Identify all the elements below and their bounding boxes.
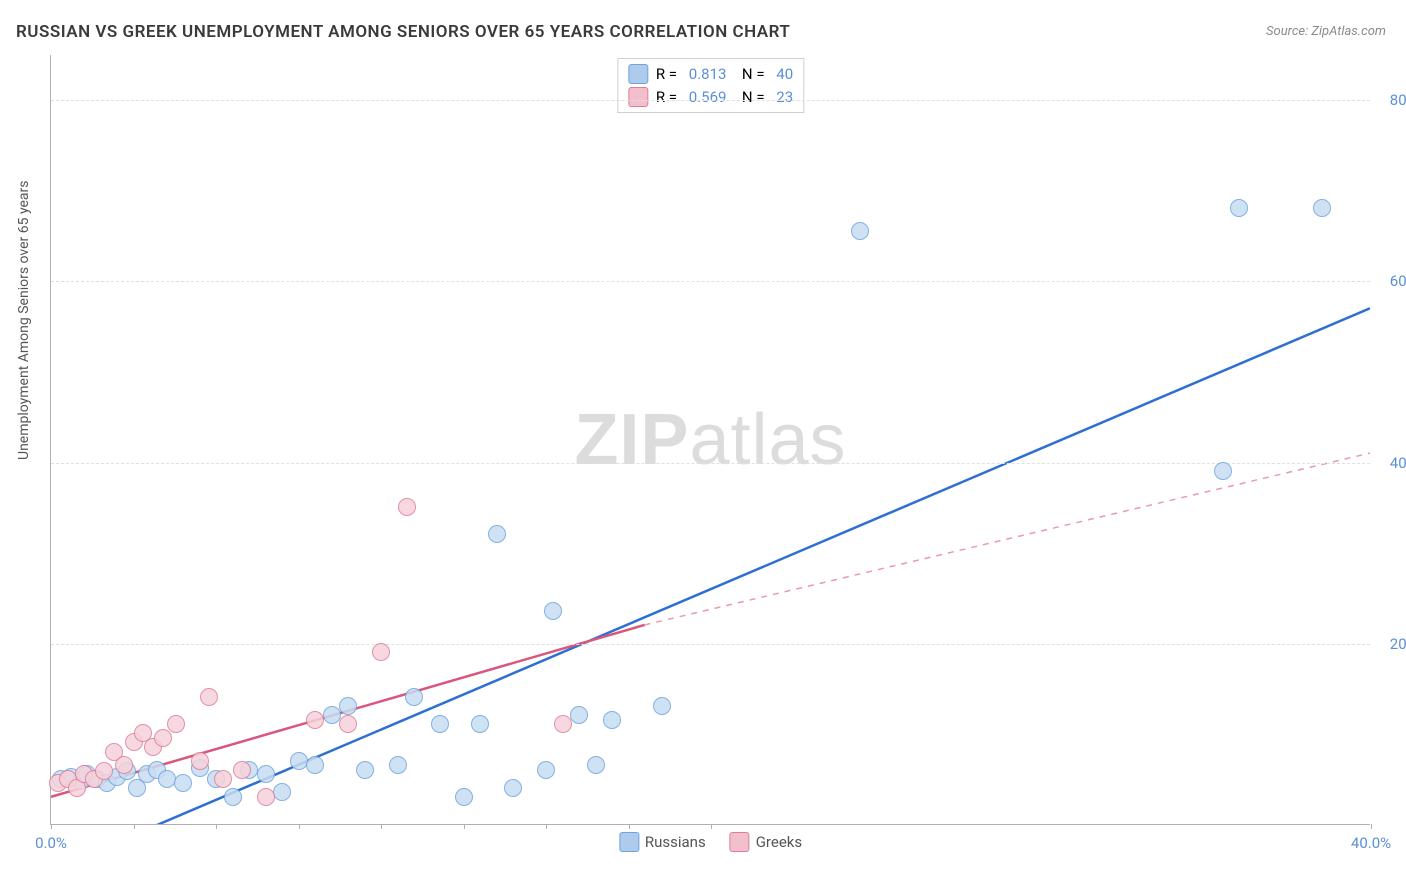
r-label: R = <box>656 63 681 86</box>
data-point-russians <box>158 770 176 788</box>
gridline-horizontal <box>51 281 1370 282</box>
source-label: Source: ZipAtlas.com <box>1266 24 1386 39</box>
data-point-russians <box>290 752 308 770</box>
plot-area: ZIPatlas R = 0.813 N = 40R = 0.569 N = 2… <box>50 55 1370 825</box>
r-value: 0.569 <box>689 86 727 109</box>
n-label: N = <box>734 63 768 86</box>
series-legend: Russians Greeks <box>619 832 802 852</box>
n-value: 23 <box>776 86 793 109</box>
x-tick <box>381 824 382 829</box>
watermark: ZIPatlas <box>574 399 846 481</box>
data-point-russians <box>1230 199 1248 217</box>
data-point-greeks <box>339 715 357 733</box>
data-point-greeks <box>306 711 324 729</box>
data-point-greeks <box>115 756 133 774</box>
data-point-russians <box>587 756 605 774</box>
data-point-russians <box>174 774 192 792</box>
data-point-russians <box>455 788 473 806</box>
legend-swatch-russians <box>619 832 639 852</box>
data-point-russians <box>257 765 275 783</box>
legend-label: Greeks <box>756 833 802 851</box>
data-point-greeks <box>257 788 275 806</box>
y-tick-label: 60.0% <box>1390 272 1406 290</box>
data-point-greeks <box>167 715 185 733</box>
x-tick <box>51 824 52 829</box>
data-point-greeks <box>233 761 251 779</box>
x-tick <box>464 824 465 829</box>
x-tick <box>299 824 300 829</box>
data-point-russians <box>1313 199 1331 217</box>
data-point-greeks <box>191 752 209 770</box>
data-point-russians <box>603 711 621 729</box>
swatch-greeks <box>628 87 648 107</box>
trend-line-russians <box>117 308 1370 824</box>
x-tick <box>1371 824 1372 829</box>
data-point-russians <box>306 756 324 774</box>
data-point-russians <box>488 525 506 543</box>
data-point-russians <box>544 602 562 620</box>
stats-row-russians: R = 0.813 N = 40 <box>628 63 793 86</box>
legend-item-russians: Russians <box>619 832 706 852</box>
data-point-russians <box>389 756 407 774</box>
x-tick <box>546 824 547 829</box>
data-point-greeks <box>554 715 572 733</box>
data-point-russians <box>1214 462 1232 480</box>
y-axis-label: Unemployment Among Seniors over 65 years <box>16 181 32 461</box>
trend-lines <box>51 55 1370 824</box>
data-point-russians <box>405 688 423 706</box>
data-point-russians <box>273 783 291 801</box>
legend-swatch-greeks <box>730 832 750 852</box>
n-label: N = <box>734 86 768 109</box>
x-tick <box>134 824 135 829</box>
data-point-greeks <box>200 688 218 706</box>
data-point-greeks <box>214 770 232 788</box>
x-tick-label: 0.0% <box>35 834 67 852</box>
gridline-horizontal <box>51 100 1370 101</box>
data-point-greeks <box>154 729 172 747</box>
data-point-russians <box>570 706 588 724</box>
gridline-horizontal <box>51 463 1370 464</box>
data-point-russians <box>224 788 242 806</box>
r-value: 0.813 <box>689 63 727 86</box>
y-tick-label: 20.0% <box>1390 635 1406 653</box>
legend-label: Russians <box>645 833 706 851</box>
r-label: R = <box>656 86 681 109</box>
x-tick <box>711 824 712 829</box>
n-value: 40 <box>776 63 793 86</box>
data-point-russians <box>537 761 555 779</box>
y-tick-label: 40.0% <box>1390 454 1406 472</box>
stats-legend: R = 0.813 N = 40R = 0.569 N = 23 <box>617 58 804 113</box>
data-point-russians <box>339 697 357 715</box>
x-tick <box>216 824 217 829</box>
x-tick <box>629 824 630 829</box>
data-point-greeks <box>95 762 113 780</box>
data-point-russians <box>356 761 374 779</box>
data-point-greeks <box>398 498 416 516</box>
data-point-greeks <box>372 643 390 661</box>
legend-item-greeks: Greeks <box>730 832 802 852</box>
stats-row-greeks: R = 0.569 N = 23 <box>628 86 793 109</box>
data-point-russians <box>431 715 449 733</box>
data-point-russians <box>851 222 869 240</box>
x-tick-label: 40.0% <box>1351 834 1391 852</box>
swatch-russians <box>628 64 648 84</box>
data-point-russians <box>323 706 341 724</box>
y-tick-label: 80.0% <box>1390 91 1406 109</box>
data-point-russians <box>653 697 671 715</box>
data-point-russians <box>504 779 522 797</box>
gridline-horizontal <box>51 644 1370 645</box>
chart-title: RUSSIAN VS GREEK UNEMPLOYMENT AMONG SENI… <box>16 22 790 42</box>
data-point-russians <box>471 715 489 733</box>
trend-extrapolation-greeks <box>645 453 1370 625</box>
